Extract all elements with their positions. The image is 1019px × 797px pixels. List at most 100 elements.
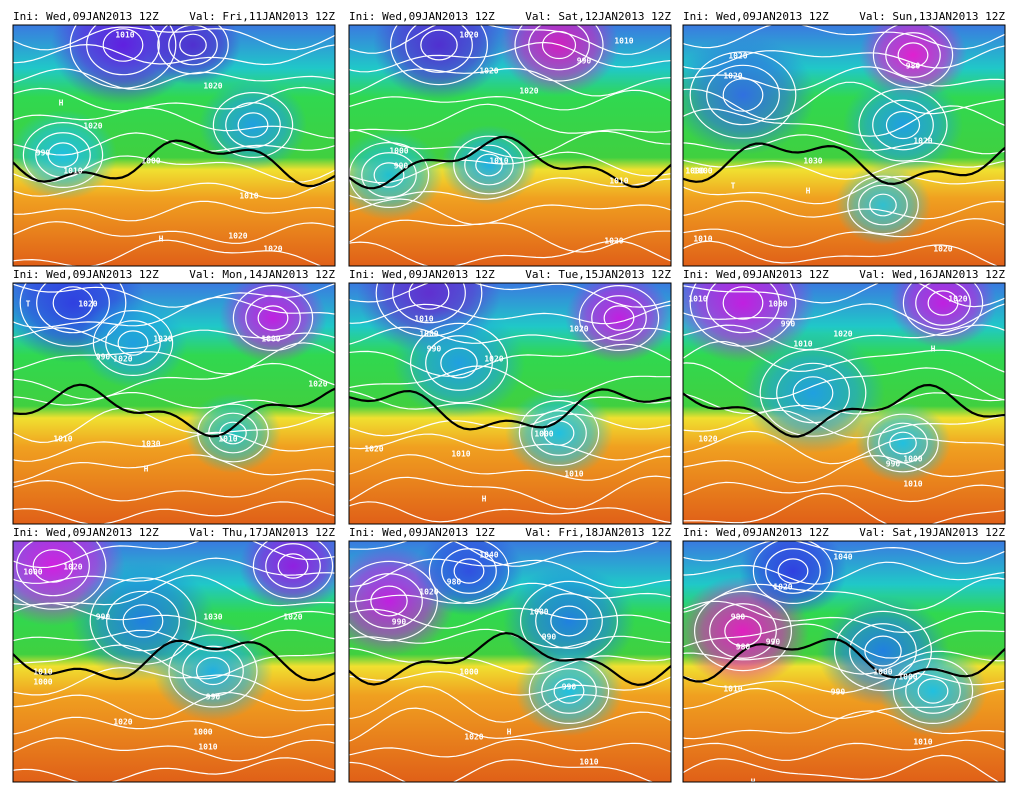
map-panel: Ini: Wed,09JAN2013 12Z Val: Mon,14JAN2013… [12, 268, 336, 525]
isobar [428, 541, 510, 604]
boundary-line [349, 135, 671, 190]
isobar-label: 1030 [803, 157, 822, 166]
isobar-label: 1000 [193, 728, 212, 737]
isobar-label: 1030 [153, 335, 172, 344]
isobar [13, 43, 335, 66]
isobar [722, 286, 764, 320]
isobar [425, 335, 493, 391]
isobar [683, 324, 1005, 351]
isobar [36, 283, 110, 334]
map-frame [12, 282, 336, 525]
isobar-label: 1020 [63, 563, 82, 572]
isobar [683, 577, 1005, 613]
isobar [349, 41, 671, 73]
isobar [722, 78, 764, 112]
isobar-label: H [482, 495, 487, 504]
isobar-label: 1010 [903, 480, 922, 489]
isobar [683, 134, 1005, 155]
isobar-label: H [507, 728, 512, 737]
boundary-line [13, 639, 335, 682]
isobar [13, 478, 335, 502]
init-time: Ini: Wed,09JAN2013 12Z [349, 10, 495, 23]
isobar [683, 218, 1005, 248]
isobar [578, 284, 660, 352]
isobar-label: 980 [906, 62, 921, 71]
isobar-label: 1020 [948, 295, 967, 304]
isobar-label: H [159, 235, 164, 244]
isobar [13, 86, 335, 112]
isobar-label: 1020 [484, 355, 503, 364]
isobar [878, 422, 928, 464]
isobar [441, 548, 497, 594]
isobar [13, 179, 335, 199]
isobar [106, 590, 180, 652]
isobar-label: 1020 [419, 588, 438, 597]
isobar [683, 739, 1005, 761]
isobar [13, 541, 107, 610]
isobar [208, 412, 258, 454]
isobar [603, 305, 635, 331]
isobar-label: 1000 [23, 568, 42, 577]
isobar [47, 142, 79, 168]
isobar-label: 1020 [933, 245, 952, 254]
isobar [13, 68, 335, 90]
isobar [349, 670, 671, 696]
isobar [693, 590, 793, 672]
isobar [122, 604, 164, 638]
isobar [683, 409, 1005, 439]
isobar [349, 759, 654, 782]
isobar [535, 593, 603, 649]
isobar [765, 548, 821, 594]
isobar-label: 1010 [414, 315, 433, 324]
isobar [13, 737, 335, 762]
isobar [257, 305, 289, 331]
isobar [541, 30, 577, 60]
valid-time: Val: Fri,11JAN2013 12Z [189, 10, 335, 23]
isobar [683, 687, 1005, 720]
pressure-low [515, 646, 623, 736]
pressure-low [505, 388, 613, 478]
isobar [902, 283, 984, 336]
init-time: Ini: Wed,09JAN2013 12Z [683, 10, 829, 23]
pressure-low [393, 308, 525, 418]
isobar [349, 413, 671, 437]
map-frame [682, 282, 1006, 525]
isobar [915, 283, 971, 326]
isobar-label: 1000 [33, 678, 52, 687]
isobar [440, 347, 478, 379]
isobar [52, 286, 94, 320]
isobar [349, 390, 671, 417]
isobar [349, 685, 671, 723]
isobar-label: 1000 [685, 167, 704, 176]
isobar [683, 673, 1005, 694]
isobar [13, 454, 335, 483]
isobar-label: H [144, 465, 149, 474]
isobar [252, 541, 334, 599]
isobar-label: 1010 [53, 435, 72, 444]
pressure-low [565, 283, 671, 363]
pressure-low [153, 621, 273, 721]
isobar [13, 667, 335, 701]
isobar [349, 89, 671, 111]
isobar [683, 45, 1005, 70]
isobar-label: 990 [427, 345, 442, 354]
isobar-label: 1010 [688, 295, 707, 304]
map-panel: Ini: Wed,09JAN2013 12Z Val: Sat,19JAN2013… [682, 526, 1006, 783]
isobar [265, 543, 321, 589]
isobar [13, 107, 335, 139]
pressure-low [441, 125, 537, 205]
init-time: Ini: Wed,09JAN2013 12Z [349, 526, 495, 539]
isobar [13, 541, 335, 569]
isobar-label: 1020 [113, 355, 132, 364]
isobar-label: 1020 [203, 82, 222, 91]
isobar [349, 475, 671, 510]
pressure-low [739, 541, 847, 616]
isobar-label: 1020 [569, 325, 588, 334]
isobar [349, 738, 671, 758]
map-panel: Ini: Wed,09JAN2013 12Z Val: Sat,12JAN2013… [348, 10, 672, 267]
isobar [13, 200, 335, 222]
isobar [349, 25, 671, 55]
isobar [102, 28, 144, 62]
isobar [927, 290, 959, 316]
isobar-label: 990 [562, 683, 577, 692]
